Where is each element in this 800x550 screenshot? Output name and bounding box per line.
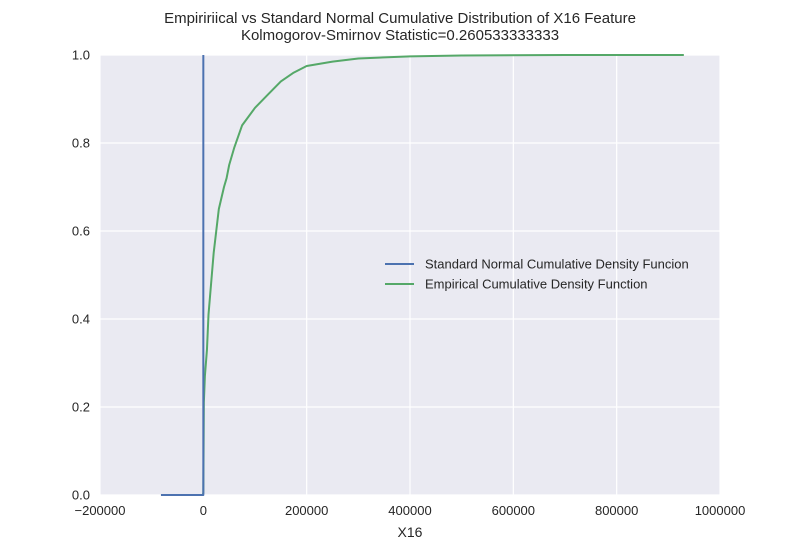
y-tick-label: 1.0 [72,48,90,63]
x-tick-label: 0 [200,503,207,518]
chart-subtitle: Kolmogorov-Smirnov Statistic=0.260533333… [241,27,559,44]
x-tick-label: 200000 [285,503,328,518]
chart-title: Empiririical vs Standard Normal Cumulati… [164,10,636,27]
series-layer [160,54,684,496]
standard-normal-cdf-line [160,55,205,496]
x-tick-label: −200000 [75,503,126,518]
y-tick-label: 0.6 [72,224,90,239]
legend-label: Empirical Cumulative Density Function [425,277,648,292]
x-axis-ticks: −200000 0 200000 400000 600000 800000 1000000 [75,503,746,518]
y-tick-label: 0.4 [72,312,90,327]
x-axis-label: X16 [398,524,423,540]
legend: Standard Normal Cumulative Density Funci… [385,257,689,292]
y-tick-label: 0.0 [72,488,90,503]
x-tick-label: 400000 [388,503,431,518]
empirical-cdf-line [160,54,684,496]
legend-label: Standard Normal Cumulative Density Funci… [425,257,689,272]
y-tick-label: 0.2 [72,400,90,415]
x-tick-label: 600000 [492,503,535,518]
x-tick-label: 1000000 [695,503,746,518]
x-tick-label: 800000 [595,503,638,518]
y-axis-ticks: 0.0 0.2 0.4 0.6 0.8 1.0 [72,48,90,503]
y-tick-label: 0.8 [72,136,90,151]
